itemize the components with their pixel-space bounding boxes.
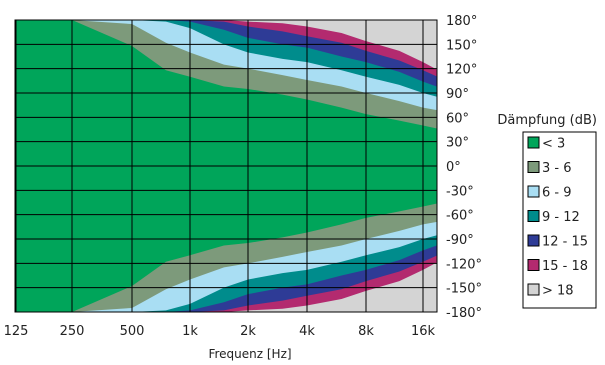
x-tick-label: 1k <box>182 324 198 339</box>
legend-swatch <box>527 210 540 222</box>
legend-entry-label: 3 - 6 <box>542 161 572 176</box>
legend-entry-label: < 3 <box>542 137 565 152</box>
x-tick-label: 16k <box>411 324 436 339</box>
legend-swatch <box>527 185 540 198</box>
legend: Dämpfung (dB) < 3 3 - 6 6 - 9 9 - 12 12 - 15 1… <box>497 113 597 309</box>
y-tick-label: -90° <box>446 233 474 248</box>
x-axis-title: Frequenz [Hz] <box>208 347 291 361</box>
legend-swatch <box>527 234 540 247</box>
y-tick-label: 90° <box>446 87 469 102</box>
y-tick-label: -180° <box>446 306 482 321</box>
level-band-gt18-lower <box>16 262 437 312</box>
y-tick-label: 60° <box>446 111 469 126</box>
legend-entry-label: 9 - 12 <box>542 210 580 225</box>
y-tick-label: 30° <box>446 136 469 151</box>
y-tick-label: -150° <box>446 282 482 297</box>
y-tick-labels: 180° 150° 120° 90° 60° 30° 0° -30° -60° -90° -120°… <box>446 14 482 321</box>
level-band-gt15-lower <box>16 255 437 312</box>
y-tick-label: 0° <box>446 160 461 175</box>
level-band-gt15-upper <box>16 20 437 77</box>
y-tick-label: 120° <box>446 63 477 78</box>
x-tick-label: 250 <box>60 324 85 339</box>
x-tick-label: 500 <box>120 324 145 339</box>
legend-entry-label: 15 - 18 <box>542 259 588 274</box>
legend-swatch <box>527 136 540 149</box>
x-tick-label: 2k <box>240 324 256 339</box>
grid <box>14 19 438 313</box>
x-tick-labels: 125 250 500 1k 2k 4k 8k 16k <box>4 324 436 339</box>
y-tick-label: -30° <box>446 184 474 199</box>
y-tick-label: 150° <box>446 38 477 53</box>
level-band-gt18-upper <box>16 20 437 70</box>
x-tick-label: 4k <box>299 324 315 339</box>
legend-swatch <box>527 283 540 296</box>
x-tick-label: 8k <box>358 324 374 339</box>
legend-entry-label: 12 - 15 <box>542 235 588 250</box>
legend-swatch <box>527 161 540 173</box>
legend-title: Dämpfung (dB) <box>497 113 597 128</box>
y-tick-label: -60° <box>446 209 474 224</box>
legend-swatch <box>527 259 540 271</box>
y-tick-label: 180° <box>446 14 477 29</box>
y-tick-label: -120° <box>446 257 482 272</box>
legend-entry-label: > 18 <box>542 284 574 299</box>
legend-entry-label: 6 - 9 <box>542 186 572 201</box>
plot-frame <box>14 19 438 313</box>
x-tick-label: 125 <box>4 324 29 339</box>
